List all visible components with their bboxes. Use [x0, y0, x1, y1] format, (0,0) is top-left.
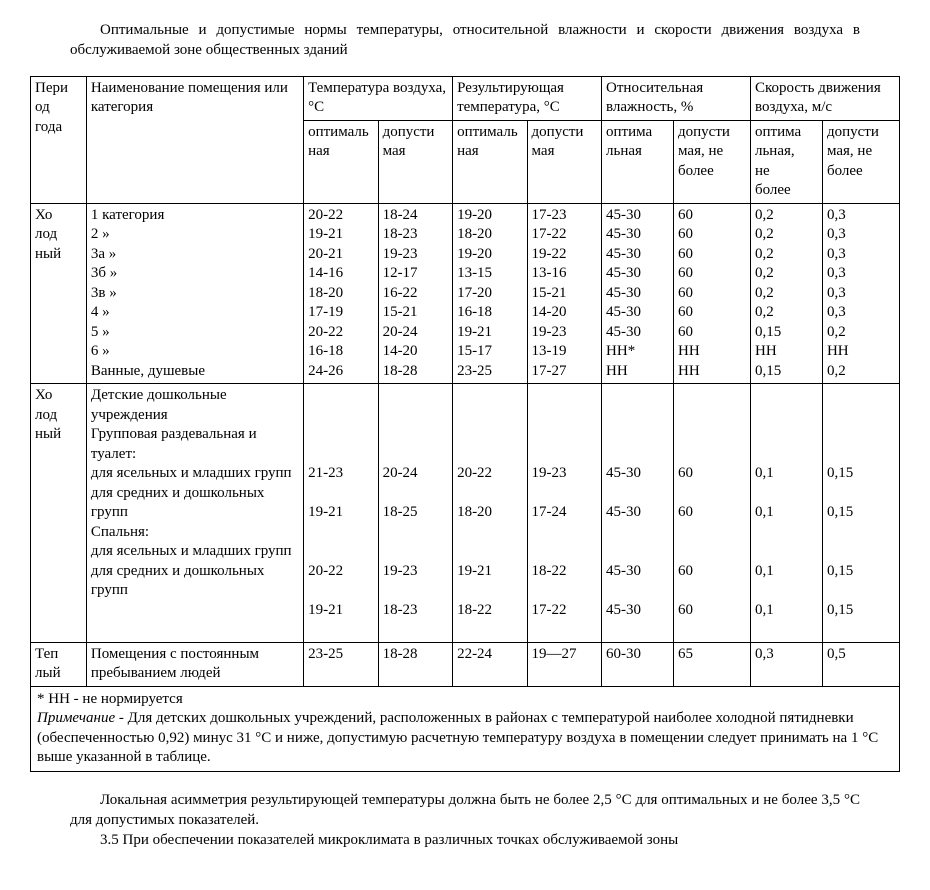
value-cell: 45-30 45-30 45-30 45-30 [602, 384, 674, 643]
name-cell: Детские дошкольные учрежденияГрупповая р… [86, 384, 303, 643]
value-cell: 19—27 [527, 642, 602, 686]
col-restemp-dop: допусти мая [527, 120, 602, 203]
name-cell: Помещения с постоян­ным пребыванием люде… [86, 642, 303, 686]
after-p2: 3.5 При обеспечении показателей микрокли… [70, 830, 860, 850]
value-cell: 60 60 60 60 [674, 384, 751, 643]
col-speed-opt: оптима льная, не более [750, 120, 822, 203]
col-humidity: Относительная влажность, % [602, 76, 751, 120]
value-cell: 0,1 0,1 0,1 0,1 [750, 384, 822, 643]
value-cell: 20-24 18-25 19-23 18-23 [378, 384, 453, 643]
value-cell: 0,5 [822, 642, 899, 686]
value-cell: 0,30,30,30,30,30,30,2НН0,2 [822, 203, 899, 384]
period-cell: Хо лод ный [31, 203, 87, 384]
value-cell: 19-23 17-24 18-22 17-22 [527, 384, 602, 643]
value-cell: 19-2018-2019-2013-1517-2016-1819-2115-17… [453, 203, 527, 384]
footnote-cell: * НН - не нормируется Примечание - Для д… [31, 686, 900, 771]
value-cell: 17-2317-2219-2213-1615-2114-2019-2313-19… [527, 203, 602, 384]
col-room: Наименование помещения или категория [86, 76, 303, 203]
value-cell: 0,15 0,15 0,15 0,15 [822, 384, 899, 643]
footnote-note-body: - Для детских дошкольных учреждений, рас… [37, 710, 878, 765]
col-temp: Температура воздуха, °С [304, 76, 453, 120]
col-speed: Скорость движения воздуха, м/с [750, 76, 899, 120]
value-cell: 60606060606060НННН [674, 203, 751, 384]
value-cell: 60-30 [602, 642, 674, 686]
value-cell: 23-25 [304, 642, 378, 686]
col-period: Пери од года [31, 76, 87, 203]
value-cell: 20-22 18-20 19-21 18-22 [453, 384, 527, 643]
value-cell: 0,3 [750, 642, 822, 686]
after-p1: Локальная асимметрия результирующей темп… [70, 790, 860, 831]
value-cell: 0,20,20,20,20,20,20,15НН0,15 [750, 203, 822, 384]
period-cell: Хо лод ный [31, 384, 87, 643]
after-paragraphs: Локальная асимметрия результирующей темп… [70, 790, 860, 851]
col-res-temp: Результирующая температура, °С [453, 76, 602, 120]
col-hum-dop: допусти мая, не более [674, 120, 751, 203]
value-cell: 21-23 19-21 20-22 19-21 [304, 384, 378, 643]
value-cell: 65 [674, 642, 751, 686]
value-cell: 22-24 [453, 642, 527, 686]
norms-table: Пери од года Наименование помещения или … [30, 76, 900, 772]
name-cell: 1 категория2 »3а »3б »3в »4 »5 »6 »Ванны… [86, 203, 303, 384]
value-cell: 18-2418-2319-2312-1716-2215-2120-2414-20… [378, 203, 453, 384]
col-temp-dop: допусти мая [378, 120, 453, 203]
value-cell: 18-28 [378, 642, 453, 686]
col-temp-opt: оптималь ная [304, 120, 378, 203]
value-cell: 45-3045-3045-3045-3045-3045-3045-30НН*НН [602, 203, 674, 384]
table-row: Теп лыйПомещения с постоян­ным пребывани… [31, 642, 900, 686]
table-row: Хо лод ныйДетские дошкольные учрежденияГ… [31, 384, 900, 643]
footnote-star: * НН - не нормируется [37, 690, 893, 710]
period-cell: Теп лый [31, 642, 87, 686]
col-speed-dop: допусти мая, не более [822, 120, 899, 203]
footnote-note-label: Примечание [37, 710, 115, 726]
col-hum-opt: оптима льная [602, 120, 674, 203]
footnote-note: Примечание - Для детских дошкольных учре… [37, 709, 893, 768]
col-restemp-opt: оптималь ная [453, 120, 527, 203]
table-row: Хо лод ный1 категория2 »3а »3б »3в »4 »5… [31, 203, 900, 384]
intro-paragraph: Оптимальные и допустимые нормы температу… [70, 20, 860, 61]
value-cell: 20-2219-2120-2114-1618-2017-1920-2216-18… [304, 203, 378, 384]
